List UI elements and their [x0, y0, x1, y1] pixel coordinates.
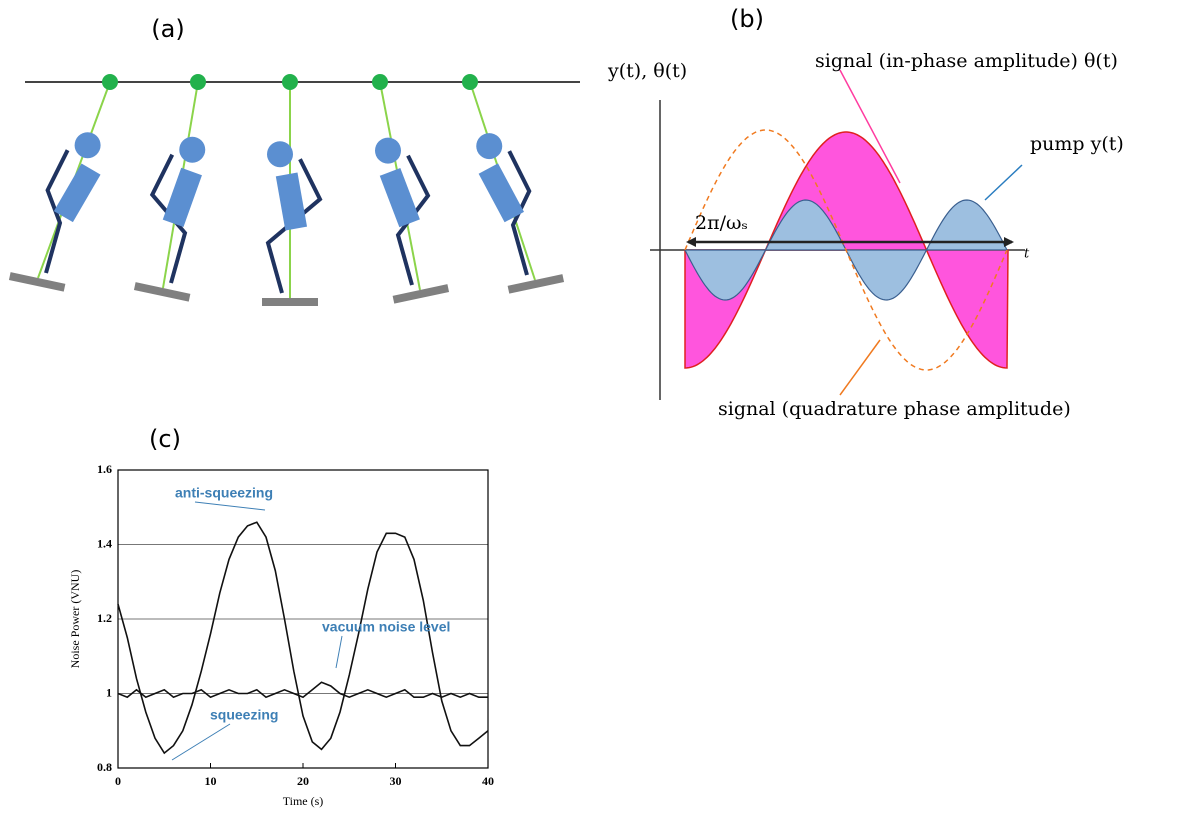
x-tick-label: 40	[482, 774, 494, 788]
annotation: pump y(t)	[1030, 133, 1124, 155]
seat	[262, 298, 318, 306]
y-axis-label: Noise Power (VNU)	[68, 570, 82, 669]
annotation: anti-squeezing	[175, 485, 273, 501]
page: (a) (b) (c) y(t), θ(t) signal (in-phase …	[0, 0, 1197, 816]
annotation-arrow	[336, 636, 342, 668]
panel-label: (a)	[151, 15, 184, 43]
body	[276, 172, 307, 230]
x-tick-label: 0	[115, 774, 121, 788]
panel-label: (b)	[730, 5, 764, 33]
annotation: signal (in-phase amplitude) θ(t)	[815, 50, 1118, 72]
head	[267, 141, 293, 167]
figure: (a) (b) (c) y(t), θ(t) signal (in-phase …	[0, 0, 1197, 812]
swing-figures	[9, 74, 564, 306]
y-tick-label: 1.6	[97, 462, 112, 476]
head	[476, 133, 502, 159]
body	[163, 168, 202, 227]
y-tick-label: 1.4	[97, 536, 112, 550]
annotation-arrow	[172, 724, 230, 760]
x-axis-label: Time (s)	[283, 794, 324, 808]
head	[375, 138, 401, 164]
diagram-b: y(t), θ(t) signal (in-phase amplitude) θ…	[607, 50, 1124, 420]
pointer	[985, 165, 1022, 200]
y-tick-label: 1	[106, 685, 112, 699]
seat	[508, 274, 564, 293]
axis-label: y(t), θ(t)	[607, 60, 687, 82]
chart-c: 0.8 1 1.2 1.4 1.6 0 10 20 30 40 Time (s) Noise Powe…	[68, 462, 494, 808]
seat	[134, 282, 190, 301]
panel-label: (c)	[149, 425, 181, 453]
annotation: vacuum noise level	[322, 619, 450, 635]
x-tick-label: 20	[297, 774, 309, 788]
annotation: 2π/ωₛ	[695, 212, 748, 234]
x-tick-label: 30	[390, 774, 402, 788]
annotation: squeezing	[210, 707, 278, 723]
head	[179, 137, 205, 163]
data-line	[118, 522, 488, 753]
x-tick-label: 10	[205, 774, 217, 788]
seat	[393, 284, 449, 303]
pivot	[372, 74, 388, 90]
pivot	[102, 74, 118, 90]
body	[380, 168, 420, 227]
pivot	[282, 74, 298, 90]
pivot	[190, 74, 206, 90]
annotation-arrow	[195, 502, 265, 510]
pivot	[462, 74, 478, 90]
axis-label: t	[1024, 247, 1030, 262]
data-line	[118, 682, 488, 697]
y-tick-label: 1.2	[97, 611, 112, 625]
body	[479, 163, 524, 222]
pointer	[840, 340, 880, 395]
y-tick-label: 0.8	[97, 760, 112, 774]
body	[54, 164, 101, 223]
annotation: signal (quadrature phase amplitude)	[718, 398, 1071, 420]
head	[75, 132, 101, 158]
seat	[9, 272, 65, 291]
